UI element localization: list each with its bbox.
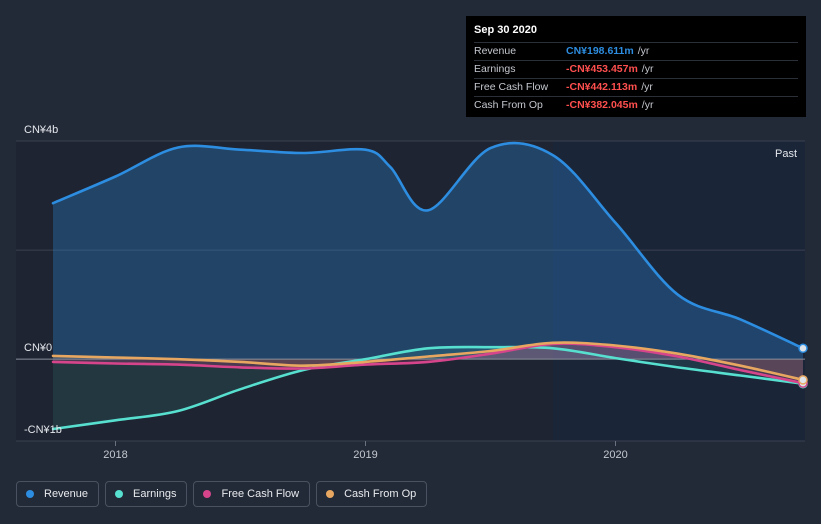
tooltip-unit: /yr [641, 63, 654, 75]
y-axis-label: CN¥0 [24, 342, 52, 354]
tooltip-unit: /yr [641, 99, 654, 111]
financial-chart: CN¥4b CN¥0 -CN¥1b 2018 2019 2020 Past [16, 124, 808, 461]
legend-dot-icon [115, 490, 124, 498]
series-line-cash-from-op [51, 341, 805, 382]
legend-item-cash-from-op[interactable]: Cash From Op [316, 481, 428, 507]
tooltip-row-free-cash-flow: Free Cash Flow -CN¥442.113m /yr [474, 78, 798, 96]
y-axis-label: -CN¥1b [24, 424, 62, 436]
tooltip-row-cash-from-op: Cash From Op -CN¥382.045m /yr [474, 96, 798, 114]
tooltip-label: Free Cash Flow [474, 81, 549, 93]
tooltip-unit: /yr [637, 45, 650, 57]
tooltip-label: Earnings [474, 63, 516, 75]
series-line-revenue [51, 141, 805, 350]
tooltip-panel: Sep 30 2020 Revenue CN¥198.611m /yr Earn… [466, 16, 806, 117]
series-area-cash-from-op [53, 342, 803, 380]
tooltip-value: -CN¥442.113m [566, 81, 638, 93]
x-axis-label: 2019 [353, 449, 377, 461]
x-axis-label: 2020 [603, 449, 627, 461]
tooltip-date: Sep 30 2020 [474, 24, 537, 36]
plot-background [16, 141, 553, 441]
legend-label: Revenue [44, 488, 89, 500]
legend-dot-icon [326, 490, 335, 498]
legend-item-revenue[interactable]: Revenue [16, 481, 100, 507]
y-axis-label: CN¥4b [24, 124, 58, 136]
past-region [553, 141, 805, 441]
series-line-free-cash-flow [51, 342, 805, 385]
tooltip-label: Cash From Op [474, 99, 543, 111]
legend-dot-icon [26, 490, 34, 498]
legend-label: Free Cash Flow [221, 488, 300, 500]
series-area-revenue [53, 143, 803, 360]
past-label: Past [775, 148, 797, 160]
legend-label: Earnings [133, 488, 177, 500]
tooltip-row-revenue: Revenue CN¥198.611m /yr [474, 42, 798, 60]
end-marker-revenue [798, 343, 808, 354]
legend-dot-icon [203, 490, 212, 498]
tooltip-value: CN¥198.611m [566, 45, 634, 57]
series-area-free-cash-flow [53, 343, 803, 384]
series-line-earnings [51, 345, 805, 431]
end-marker-cash-from-op [798, 375, 808, 385]
x-axis-label: 2018 [103, 449, 127, 461]
legend-label: Cash From Op [344, 488, 417, 500]
legend-item-earnings[interactable]: Earnings [105, 481, 188, 507]
tooltip-row-earnings: Earnings -CN¥453.457m /yr [474, 60, 798, 78]
tooltip-label: Revenue [474, 45, 517, 57]
tooltip-unit: /yr [641, 81, 653, 93]
tooltip-value: -CN¥382.045m [566, 99, 638, 111]
tooltip-value: -CN¥453.457m [566, 63, 638, 75]
legend-item-free-cash-flow[interactable]: Free Cash Flow [193, 481, 311, 507]
legend: Revenue Earnings Free Cash Flow Cash Fro… [16, 481, 428, 507]
